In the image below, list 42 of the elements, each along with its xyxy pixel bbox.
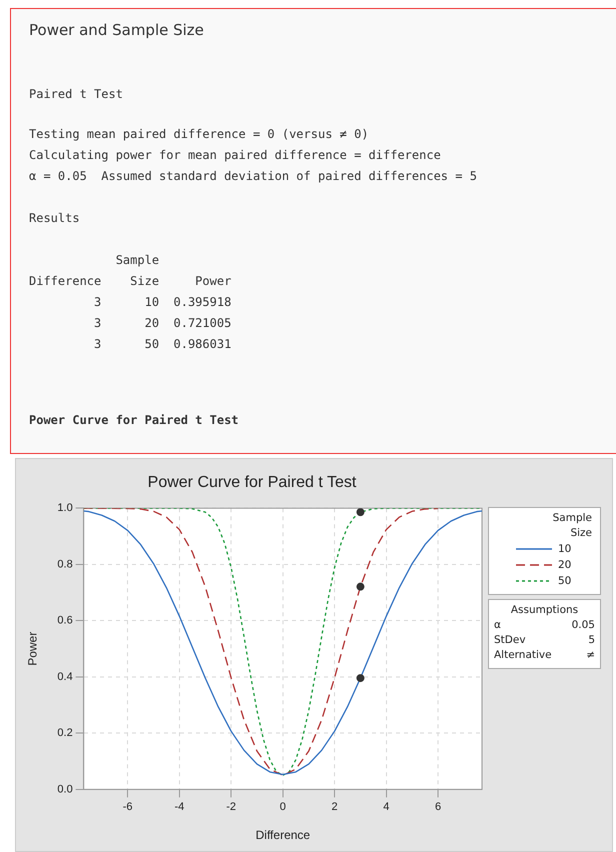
text: Assumptions <box>510 603 580 618</box>
point <box>356 582 364 591</box>
chart-title: Power Curve for Paired t Test <box>148 474 357 492</box>
text: Results <box>29 211 80 225</box>
point <box>356 674 364 682</box>
x-tick-label: 4 <box>383 801 390 814</box>
x-tick-label: 0 <box>280 801 286 814</box>
legend-label: 10 <box>558 542 572 557</box>
y-tick-label: 0.4 <box>57 670 73 683</box>
text: Calculating power for mean paired difference = difference <box>29 148 441 162</box>
text: α = 0.05 Assumed standard deviation of paired differences = 5 <box>29 169 477 183</box>
text: α <box>494 618 501 633</box>
text: StDev <box>494 633 526 648</box>
text: Paired t Test <box>29 87 123 101</box>
x-tick-label: -4 <box>174 801 184 814</box>
y-tick-label: 0.0 <box>57 783 73 796</box>
y-tick-label: 1.0 <box>57 502 73 514</box>
x-tick-label: 6 <box>434 801 442 814</box>
text: 5 <box>588 633 595 648</box>
y-tick-label: 0.6 <box>57 614 73 627</box>
text: ≠ <box>586 648 595 663</box>
text: Difference Size Power <box>29 274 232 288</box>
text: Power Curve for Paired t Test <box>29 413 239 427</box>
point <box>356 508 364 516</box>
legend-label: 20 <box>558 558 572 573</box>
x-axis-title: Difference <box>256 828 310 842</box>
legend-title: Sample Size <box>552 511 592 541</box>
y-tick-label: 0.2 <box>57 727 73 740</box>
x-tick-label: 2 <box>332 801 338 814</box>
x-tick-label: -2 <box>226 801 236 814</box>
text: 3 20 0.721005 <box>93 316 232 330</box>
text: Sample <box>114 253 160 267</box>
legend-label: 50 <box>558 574 572 589</box>
y-axis-title: Power <box>26 632 40 666</box>
text: Alternative <box>494 648 552 663</box>
y-tick-label: 0.8 <box>57 558 73 570</box>
text: 3 10 0.395918 <box>93 295 232 309</box>
text: Power and Sample Size <box>29 21 204 39</box>
x-tick-label: -6 <box>122 801 133 814</box>
text: 3 50 0.986031 <box>93 337 232 351</box>
text: 0.05 <box>572 618 595 633</box>
text: Testing mean paired difference = 0 (versus ≠ 0) <box>29 127 369 141</box>
